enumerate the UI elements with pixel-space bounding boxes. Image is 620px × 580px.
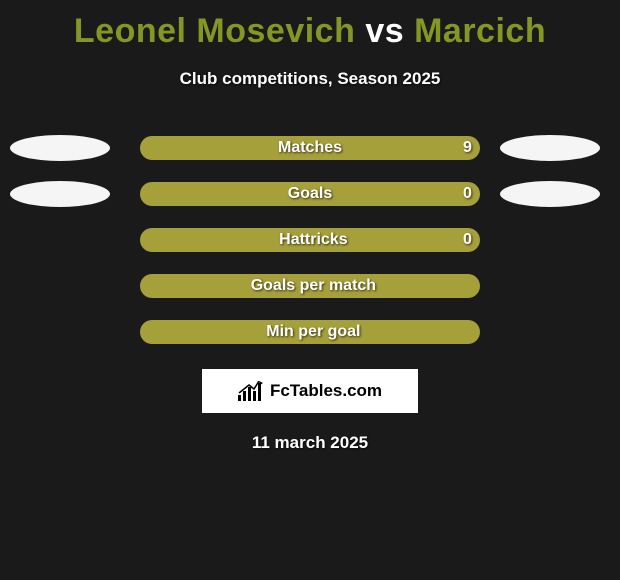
stat-row: Matches 9 (0, 125, 620, 171)
player1-ellipse (10, 181, 110, 207)
date-text: 11 march 2025 (0, 433, 620, 453)
stat-label: Hattricks (279, 231, 347, 249)
stat-bar: Goals per match (140, 274, 480, 298)
logo-text: FcTables.com (270, 381, 382, 401)
stat-value: 9 (463, 139, 472, 157)
comparison-title: Leonel Mosevich vs Marcich (0, 0, 620, 51)
stat-value: 0 (463, 185, 472, 203)
player2-name: Marcich (414, 12, 546, 50)
player2-ellipse (500, 135, 600, 161)
stat-bar: Min per goal (140, 320, 480, 344)
stat-label: Goals per match (251, 277, 376, 295)
stat-row: Goals per match (0, 263, 620, 309)
stat-row: Min per goal (0, 309, 620, 355)
stat-label: Matches (278, 139, 342, 157)
stat-label: Goals (288, 185, 332, 203)
stat-bar: Hattricks 0 (140, 228, 480, 252)
stat-row: Goals 0 (0, 171, 620, 217)
stat-value: 0 (463, 231, 472, 249)
subtitle: Club competitions, Season 2025 (0, 69, 620, 89)
stat-label: Min per goal (266, 323, 360, 341)
player2-ellipse (500, 181, 600, 207)
stats-rows: Matches 9 Goals 0 Hattricks 0 Goals per match M… (0, 125, 620, 355)
vs-text: vs (365, 12, 404, 50)
player1-name: Leonel Mosevich (74, 12, 355, 50)
fctables-icon (238, 381, 264, 401)
stat-row: Hattricks 0 (0, 217, 620, 263)
stat-bar: Goals 0 (140, 182, 480, 206)
logo-box: FcTables.com (202, 369, 418, 413)
stat-bar: Matches 9 (140, 136, 480, 160)
player1-ellipse (10, 135, 110, 161)
